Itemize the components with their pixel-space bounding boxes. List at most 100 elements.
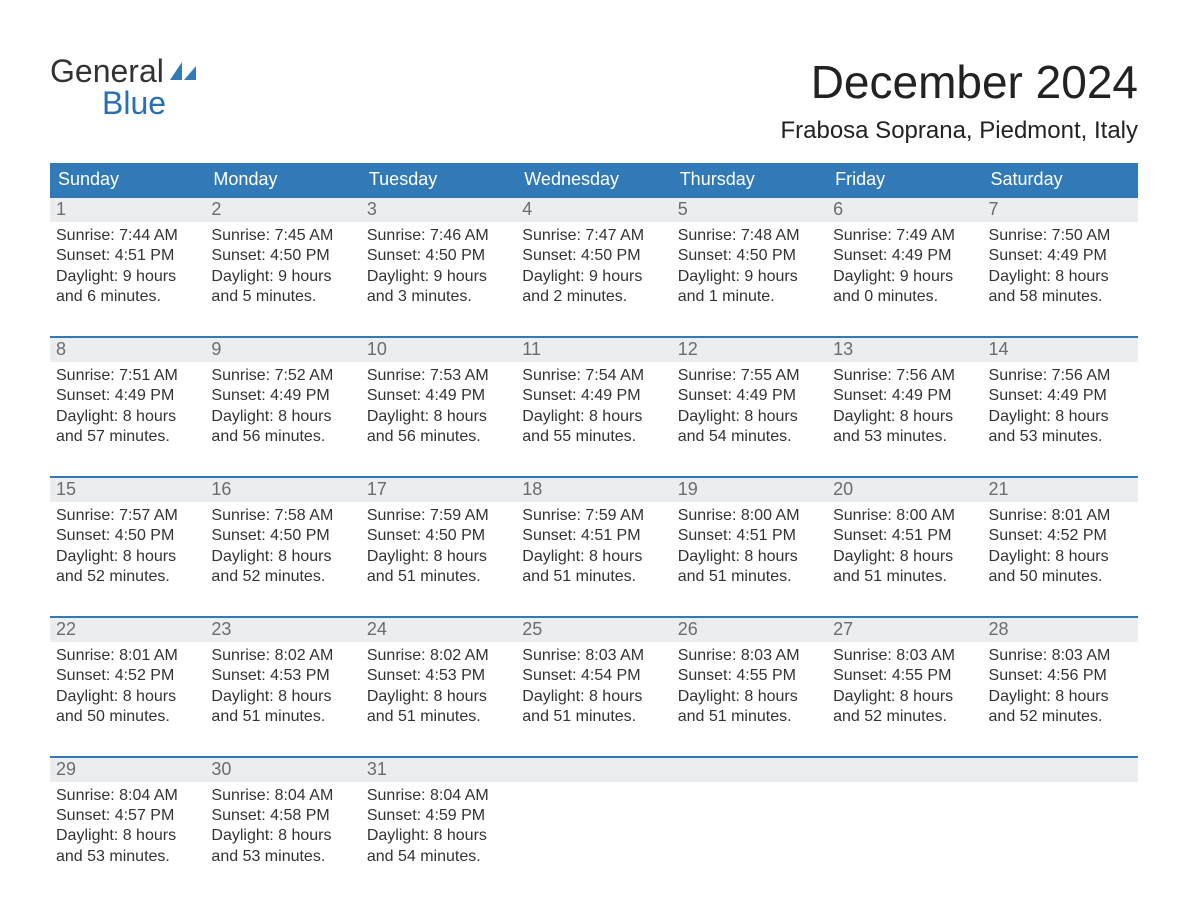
day-sunset: Sunset: 4:50 PM xyxy=(678,246,821,266)
title-block: December 2024 Frabosa Soprana, Piedmont,… xyxy=(780,55,1138,145)
day-d1: Daylight: 8 hours xyxy=(989,267,1132,287)
day-number: 24 xyxy=(361,616,516,642)
day-details: Sunrise: 8:03 AMSunset: 4:54 PMDaylight:… xyxy=(516,642,671,728)
calendar-week: 29Sunrise: 8:04 AMSunset: 4:57 PMDayligh… xyxy=(50,756,1138,868)
calendar-cell: 3Sunrise: 7:46 AMSunset: 4:50 PMDaylight… xyxy=(361,196,516,308)
day-d2: and 53 minutes. xyxy=(989,427,1132,447)
day-sunset: Sunset: 4:50 PM xyxy=(211,526,354,546)
day-number: 11 xyxy=(516,336,671,362)
calendar-week: 8Sunrise: 7:51 AMSunset: 4:49 PMDaylight… xyxy=(50,336,1138,448)
day-sunrise: Sunrise: 8:01 AM xyxy=(989,506,1132,526)
day-number: 22 xyxy=(50,616,205,642)
day-number xyxy=(672,756,827,782)
day-details: Sunrise: 7:46 AMSunset: 4:50 PMDaylight:… xyxy=(361,222,516,308)
day-sunset: Sunset: 4:57 PM xyxy=(56,806,199,826)
day-d1: Daylight: 8 hours xyxy=(211,547,354,567)
day-details: Sunrise: 8:00 AMSunset: 4:51 PMDaylight:… xyxy=(672,502,827,588)
day-d2: and 6 minutes. xyxy=(56,287,199,307)
day-details: Sunrise: 8:01 AMSunset: 4:52 PMDaylight:… xyxy=(50,642,205,728)
day-d1: Daylight: 8 hours xyxy=(522,687,665,707)
day-sunrise: Sunrise: 7:46 AM xyxy=(367,226,510,246)
day-sunrise: Sunrise: 8:04 AM xyxy=(211,786,354,806)
day-number xyxy=(516,756,671,782)
calendar-cell: 30Sunrise: 8:04 AMSunset: 4:58 PMDayligh… xyxy=(205,756,360,868)
day-sunrise: Sunrise: 7:59 AM xyxy=(522,506,665,526)
day-d1: Daylight: 8 hours xyxy=(367,407,510,427)
calendar-cell: 27Sunrise: 8:03 AMSunset: 4:55 PMDayligh… xyxy=(827,616,982,728)
day-d1: Daylight: 8 hours xyxy=(678,687,821,707)
day-d2: and 51 minutes. xyxy=(211,707,354,727)
day-d2: and 51 minutes. xyxy=(833,567,976,587)
day-sunset: Sunset: 4:51 PM xyxy=(678,526,821,546)
day-sunset: Sunset: 4:52 PM xyxy=(56,666,199,686)
day-d2: and 51 minutes. xyxy=(367,707,510,727)
calendar-cell: 25Sunrise: 8:03 AMSunset: 4:54 PMDayligh… xyxy=(516,616,671,728)
day-details: Sunrise: 7:47 AMSunset: 4:50 PMDaylight:… xyxy=(516,222,671,308)
calendar-week: 22Sunrise: 8:01 AMSunset: 4:52 PMDayligh… xyxy=(50,616,1138,728)
day-sunrise: Sunrise: 7:59 AM xyxy=(367,506,510,526)
day-sunrise: Sunrise: 8:02 AM xyxy=(367,646,510,666)
day-sunrise: Sunrise: 7:54 AM xyxy=(522,366,665,386)
calendar-cell: 8Sunrise: 7:51 AMSunset: 4:49 PMDaylight… xyxy=(50,336,205,448)
day-sunrise: Sunrise: 8:00 AM xyxy=(678,506,821,526)
day-number: 18 xyxy=(516,476,671,502)
day-number: 1 xyxy=(50,196,205,222)
day-sunset: Sunset: 4:59 PM xyxy=(367,806,510,826)
day-d2: and 58 minutes. xyxy=(989,287,1132,307)
day-details: Sunrise: 7:55 AMSunset: 4:49 PMDaylight:… xyxy=(672,362,827,448)
calendar-cell: 12Sunrise: 7:55 AMSunset: 4:49 PMDayligh… xyxy=(672,336,827,448)
calendar-cell: 11Sunrise: 7:54 AMSunset: 4:49 PMDayligh… xyxy=(516,336,671,448)
day-sunset: Sunset: 4:49 PM xyxy=(833,246,976,266)
day-details: Sunrise: 8:02 AMSunset: 4:53 PMDaylight:… xyxy=(205,642,360,728)
day-number: 23 xyxy=(205,616,360,642)
day-sunset: Sunset: 4:50 PM xyxy=(211,246,354,266)
day-number: 13 xyxy=(827,336,982,362)
day-details: Sunrise: 7:49 AMSunset: 4:49 PMDaylight:… xyxy=(827,222,982,308)
day-d2: and 51 minutes. xyxy=(367,567,510,587)
day-d1: Daylight: 8 hours xyxy=(56,407,199,427)
day-sunrise: Sunrise: 7:45 AM xyxy=(211,226,354,246)
day-d1: Daylight: 9 hours xyxy=(678,267,821,287)
day-details: Sunrise: 7:51 AMSunset: 4:49 PMDaylight:… xyxy=(50,362,205,448)
calendar-week: 15Sunrise: 7:57 AMSunset: 4:50 PMDayligh… xyxy=(50,476,1138,588)
day-sunrise: Sunrise: 7:44 AM xyxy=(56,226,199,246)
weekday-header: Wednesday xyxy=(516,163,671,196)
day-d1: Daylight: 8 hours xyxy=(56,547,199,567)
day-sunset: Sunset: 4:49 PM xyxy=(56,386,199,406)
day-d1: Daylight: 8 hours xyxy=(989,547,1132,567)
day-sunrise: Sunrise: 7:58 AM xyxy=(211,506,354,526)
day-d2: and 51 minutes. xyxy=(678,707,821,727)
day-number: 6 xyxy=(827,196,982,222)
day-details: Sunrise: 8:02 AMSunset: 4:53 PMDaylight:… xyxy=(361,642,516,728)
day-d2: and 5 minutes. xyxy=(211,287,354,307)
day-d2: and 52 minutes. xyxy=(211,567,354,587)
day-d1: Daylight: 8 hours xyxy=(522,407,665,427)
day-details: Sunrise: 8:03 AMSunset: 4:56 PMDaylight:… xyxy=(983,642,1138,728)
day-d2: and 51 minutes. xyxy=(678,567,821,587)
month-title: December 2024 xyxy=(780,55,1138,109)
day-sunset: Sunset: 4:55 PM xyxy=(833,666,976,686)
day-d2: and 51 minutes. xyxy=(522,707,665,727)
day-details: Sunrise: 7:59 AMSunset: 4:51 PMDaylight:… xyxy=(516,502,671,588)
day-sunset: Sunset: 4:49 PM xyxy=(367,386,510,406)
calendar-cell xyxy=(672,756,827,868)
day-details: Sunrise: 7:53 AMSunset: 4:49 PMDaylight:… xyxy=(361,362,516,448)
calendar-cell: 23Sunrise: 8:02 AMSunset: 4:53 PMDayligh… xyxy=(205,616,360,728)
day-sunrise: Sunrise: 8:03 AM xyxy=(678,646,821,666)
day-d1: Daylight: 9 hours xyxy=(833,267,976,287)
day-sunset: Sunset: 4:50 PM xyxy=(522,246,665,266)
day-d1: Daylight: 8 hours xyxy=(367,547,510,567)
day-sunset: Sunset: 4:53 PM xyxy=(211,666,354,686)
day-number: 9 xyxy=(205,336,360,362)
calendar-cell xyxy=(827,756,982,868)
day-sunset: Sunset: 4:58 PM xyxy=(211,806,354,826)
logo-word-general: General xyxy=(50,55,164,87)
day-d1: Daylight: 8 hours xyxy=(833,407,976,427)
day-d1: Daylight: 9 hours xyxy=(56,267,199,287)
calendar-cell: 31Sunrise: 8:04 AMSunset: 4:59 PMDayligh… xyxy=(361,756,516,868)
day-number: 26 xyxy=(672,616,827,642)
day-d1: Daylight: 9 hours xyxy=(211,267,354,287)
day-details: Sunrise: 7:48 AMSunset: 4:50 PMDaylight:… xyxy=(672,222,827,308)
day-details: Sunrise: 8:04 AMSunset: 4:59 PMDaylight:… xyxy=(361,782,516,868)
day-sunset: Sunset: 4:54 PM xyxy=(522,666,665,686)
